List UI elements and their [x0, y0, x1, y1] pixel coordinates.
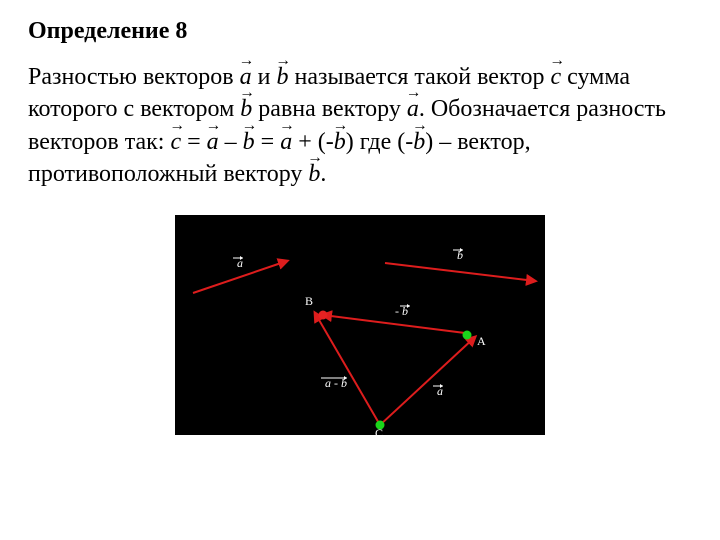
text: =	[181, 129, 207, 155]
label-b-free: b	[457, 248, 463, 262]
definition-paragraph: Разностью векторов a и b называется тако…	[28, 61, 692, 191]
label-point-A: A	[477, 334, 486, 348]
text: Разностью векторов	[28, 64, 240, 90]
point-A	[463, 330, 472, 339]
vector-a-tri	[380, 337, 475, 425]
text: и	[252, 64, 277, 90]
text: =	[255, 129, 281, 155]
heading: Определение 8	[28, 18, 692, 45]
vec-b: b	[413, 126, 425, 158]
label-a-tri: a	[437, 384, 443, 398]
text: –	[219, 129, 243, 155]
vec-b: b	[276, 61, 288, 93]
label-a-free: a	[237, 256, 243, 270]
vector-neg-b	[323, 315, 465, 333]
vector-diagram: a b - b a a - b B A C	[175, 215, 545, 435]
vec-b: b	[334, 126, 346, 158]
label-neg-b: - b	[395, 304, 408, 318]
label-a-minus-b: a - b	[325, 376, 347, 390]
vec-b: b	[243, 126, 255, 158]
point-B	[319, 310, 328, 319]
vec-a: a	[207, 126, 219, 158]
vector-a-minus-b	[315, 313, 380, 425]
label-point-C: C	[375, 426, 383, 435]
vec-a: a	[280, 126, 292, 158]
text: ) где (-	[346, 129, 414, 155]
text: равна вектору	[252, 96, 407, 122]
vec-c: c	[170, 126, 181, 158]
vector-b-free	[385, 263, 535, 281]
vec-c: с	[550, 61, 561, 93]
vec-b: b	[308, 158, 320, 190]
label-point-B: B	[305, 294, 313, 308]
